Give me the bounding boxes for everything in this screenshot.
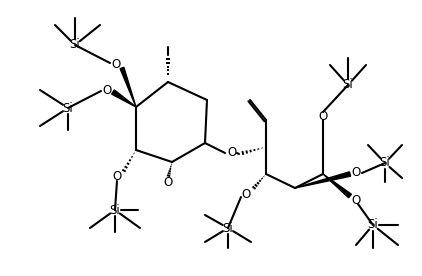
Text: O: O <box>227 147 237 160</box>
Text: Si: Si <box>380 156 390 169</box>
Polygon shape <box>112 90 136 107</box>
Text: O: O <box>241 187 251 200</box>
Text: Si: Si <box>70 38 80 52</box>
Text: Si: Si <box>368 219 379 232</box>
Polygon shape <box>120 67 136 107</box>
Text: O: O <box>352 166 361 179</box>
Text: O: O <box>352 193 361 206</box>
Text: Si: Si <box>110 203 120 216</box>
Text: O: O <box>103 84 112 97</box>
Text: Si: Si <box>62 102 73 115</box>
Text: O: O <box>163 176 173 190</box>
Polygon shape <box>295 172 351 188</box>
Text: Si: Si <box>343 78 353 92</box>
Text: O: O <box>111 57 121 70</box>
Polygon shape <box>323 174 352 198</box>
Text: O: O <box>112 171 122 184</box>
Text: Si: Si <box>223 222 233 235</box>
Text: O: O <box>318 110 327 123</box>
